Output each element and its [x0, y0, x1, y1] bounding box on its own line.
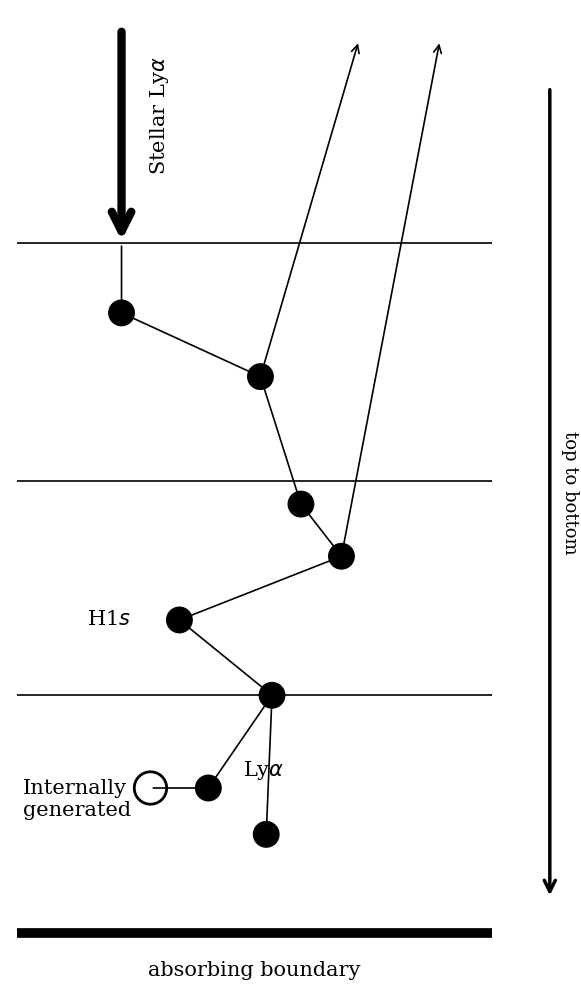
Text: Internally
generated: Internally generated	[23, 779, 131, 821]
Text: top to bottom: top to bottom	[561, 430, 579, 555]
Text: absorbing boundary: absorbing boundary	[148, 961, 361, 980]
Circle shape	[259, 683, 285, 708]
Circle shape	[109, 300, 134, 326]
Text: Stellar Ly$\alpha$: Stellar Ly$\alpha$	[148, 56, 171, 175]
Circle shape	[167, 607, 192, 632]
Text: Ly$\alpha$: Ly$\alpha$	[243, 759, 284, 782]
Circle shape	[196, 775, 221, 801]
Circle shape	[288, 492, 314, 517]
Text: H1$s$: H1$s$	[87, 611, 131, 629]
Circle shape	[329, 544, 354, 569]
Circle shape	[253, 821, 279, 847]
Circle shape	[248, 363, 273, 389]
